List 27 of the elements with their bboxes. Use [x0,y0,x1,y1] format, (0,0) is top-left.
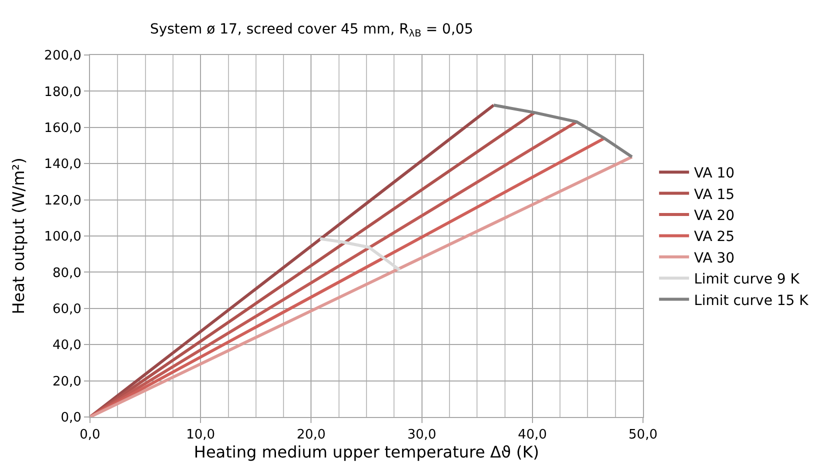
y-tick-label: 20,0 [52,374,82,390]
legend-label: VA 30 [694,250,735,266]
legend-label: VA 10 [694,166,735,182]
x-tick-label: 30,0 [407,428,436,443]
x-tick-label: 20,0 [296,428,326,443]
y-axis-title: Heat output (W/m²) [9,158,28,314]
y-tick-label: 200,0 [44,48,82,64]
y-tick-label: 80,0 [52,266,82,281]
y-tick-label: 0,0 [60,410,82,426]
legend-label: VA 25 [694,229,735,246]
y-tick-label: 120,0 [44,193,82,208]
legend-label: Limit curve 9 K [694,272,800,288]
x-tick-label: 0,0 [80,428,100,443]
y-tick-label: 140,0 [44,157,82,172]
legend-label: Limit curve 15 K [694,292,810,309]
y-tick-label: 160,0 [44,120,82,136]
x-axis-title: Heating medium upper temperature Δϑ (K) [194,442,540,462]
y-tick-label: 40,0 [52,338,82,354]
y-tick-label: 100,0 [44,230,82,245]
x-tick-label: 10,0 [186,428,216,443]
x-tick-label: 50,0 [628,428,658,443]
y-tick-label: 180,0 [44,84,82,100]
chart-title: System ø 17, screed cover 45 mm, R$_{λB}$ = 0,05 [150,21,474,40]
x-tick-label: 40,0 [518,428,547,443]
y-tick-label: 60,0 [52,302,82,317]
legend-label: VA 15 [694,186,735,203]
legend-label: VA 20 [694,208,735,224]
